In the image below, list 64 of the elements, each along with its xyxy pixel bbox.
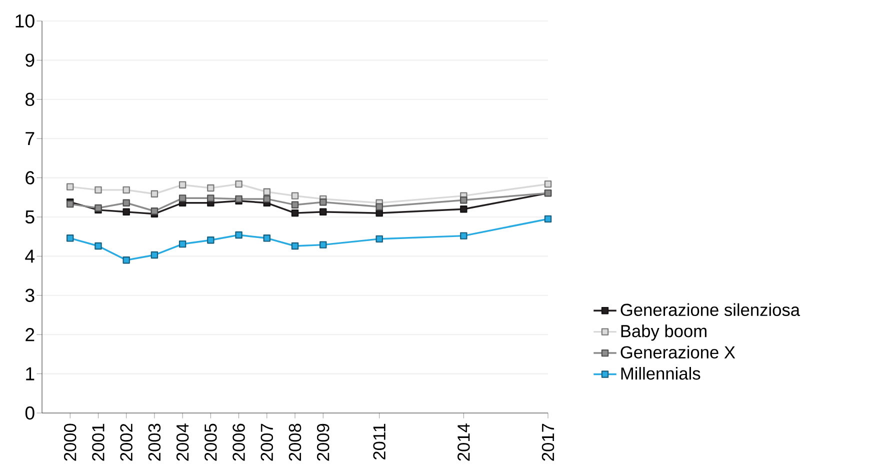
point — [178, 181, 186, 188]
x-tick-label: 2008 — [288, 424, 302, 461]
point — [460, 232, 468, 240]
legend-label: Millennials — [621, 366, 700, 380]
y-tick-label: 7 — [26, 132, 34, 146]
point — [122, 186, 130, 194]
legend-label: Baby boom — [621, 324, 706, 341]
point — [291, 242, 299, 250]
y-tick-label: 10 — [16, 14, 34, 28]
point — [66, 234, 74, 242]
point — [460, 206, 468, 213]
y-tick-label: 4 — [25, 250, 35, 263]
x-tick-label: 2003 — [148, 424, 161, 461]
point — [544, 180, 552, 188]
legend-label: Generazione X — [620, 346, 736, 358]
point — [263, 195, 270, 203]
point — [376, 203, 383, 210]
legend-label: Generazione silenziosa — [620, 303, 800, 316]
x-tick-label: 2002 — [120, 424, 132, 461]
point — [178, 194, 186, 202]
y-tick-label: 3 — [25, 288, 34, 302]
y-tick-label: 1 — [26, 367, 34, 380]
y-tick-label: 0 — [25, 406, 34, 420]
point — [207, 194, 214, 202]
point — [291, 201, 299, 208]
point — [150, 208, 158, 215]
point — [122, 256, 130, 264]
y-tick-label: 5 — [25, 210, 34, 224]
x-tick-label: 2014 — [458, 424, 470, 461]
point — [178, 240, 186, 248]
x-tick-label: 2005 — [204, 424, 217, 461]
point — [263, 234, 270, 242]
point — [150, 251, 158, 259]
x-tick-label: 2007 — [260, 424, 274, 461]
point — [235, 180, 242, 188]
y-tick-label: 9 — [26, 54, 34, 67]
x-tick-label: 2017 — [542, 424, 554, 461]
point — [94, 186, 102, 194]
point — [376, 235, 383, 243]
point — [320, 198, 327, 206]
x-tick-label: 2006 — [232, 424, 245, 461]
x-tick-label: 2009 — [316, 424, 330, 461]
x-tick-label: 2004 — [176, 424, 189, 461]
point — [544, 215, 552, 223]
point — [207, 184, 214, 192]
point — [291, 192, 299, 200]
x-tick-label: 2001 — [92, 424, 104, 461]
point — [460, 196, 468, 204]
point — [320, 208, 327, 216]
x-tick-label: 2000 — [64, 424, 76, 461]
point — [235, 231, 242, 239]
x-tick-label: 2011 — [373, 424, 386, 460]
point — [66, 183, 74, 190]
point — [291, 209, 299, 217]
point — [94, 242, 102, 250]
y-tick-label: 8 — [26, 92, 34, 106]
point — [207, 236, 214, 244]
y-tick-label: 6 — [26, 171, 34, 184]
point — [150, 190, 158, 198]
y-tick-label: 2 — [26, 328, 34, 342]
point — [263, 188, 270, 196]
point — [122, 208, 130, 216]
point — [122, 199, 130, 206]
point — [320, 241, 327, 248]
